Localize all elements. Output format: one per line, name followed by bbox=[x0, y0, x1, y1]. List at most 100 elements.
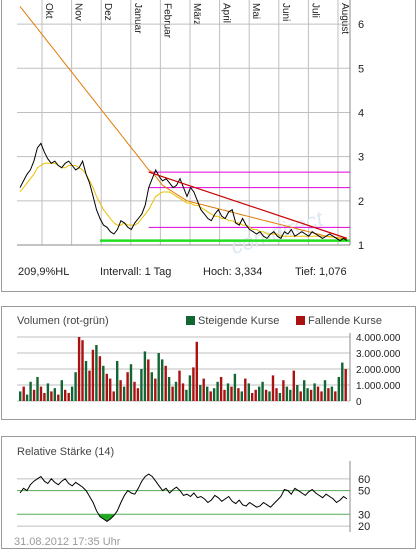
volume-panel: 4.000.000 3.000.000 2.000.000 1.000.000 0 Vo… bbox=[1, 306, 416, 420]
volume-bar bbox=[95, 345, 98, 401]
volume-title: Volumen (rot-grün) bbox=[17, 315, 109, 327]
volume-bar bbox=[154, 378, 157, 401]
volume-bar bbox=[216, 381, 219, 401]
price-tick-label: 5 bbox=[358, 63, 364, 75]
volume-bar bbox=[271, 375, 275, 401]
volume-bar bbox=[285, 386, 289, 401]
volume-bar bbox=[167, 377, 171, 401]
range-stat: 209,9%HL bbox=[18, 266, 70, 278]
volume-bar bbox=[133, 381, 136, 401]
volume-bar bbox=[116, 361, 119, 401]
month-tick-label: Okt bbox=[43, 3, 54, 19]
volume-bar bbox=[119, 380, 122, 401]
volume-bar bbox=[209, 391, 212, 401]
volume-bar bbox=[334, 391, 337, 401]
volume-bar bbox=[247, 383, 250, 401]
rsi-title: Relative Stärke (14) bbox=[17, 446, 115, 458]
price-tick-label: 3 bbox=[358, 152, 364, 164]
volume-bar bbox=[188, 375, 192, 401]
volume-bar bbox=[164, 365, 167, 401]
volume-bar bbox=[129, 364, 133, 401]
volume-bar bbox=[206, 386, 209, 401]
volume-bar bbox=[296, 385, 299, 401]
rsi-tick-label: 30 bbox=[358, 509, 370, 521]
price-tick-label: 4 bbox=[358, 107, 364, 119]
timestamp: 31.08.2012 17:35 Uhr bbox=[14, 536, 121, 548]
volume-bar bbox=[237, 388, 240, 401]
volume-bar bbox=[320, 391, 323, 401]
volume-bar bbox=[112, 391, 115, 401]
volume-bar bbox=[341, 362, 344, 401]
volume-bar bbox=[264, 389, 268, 401]
volume-bar bbox=[181, 383, 185, 401]
volume-bar bbox=[50, 391, 53, 401]
volume-bar bbox=[330, 386, 334, 401]
volume-bar bbox=[60, 380, 63, 401]
volume-bar bbox=[303, 380, 306, 401]
volume-tick-label: 0 bbox=[356, 397, 362, 408]
trend-line bbox=[148, 171, 348, 239]
volume-bar bbox=[32, 389, 36, 401]
volume-bar bbox=[171, 386, 174, 401]
volume-bar bbox=[157, 353, 160, 401]
volume-bar bbox=[258, 386, 261, 401]
month-tick-label: Januar bbox=[132, 3, 143, 34]
month-tick-label: Februar bbox=[161, 3, 172, 39]
price-chart: Okt Nov Dez Januar Februar März April Mai Juni Ju… bbox=[17, 0, 364, 259]
volume-bar bbox=[202, 378, 205, 401]
volume-bar bbox=[292, 370, 295, 401]
rsi-panel: 60 50 30 20 Relative Stärke (14) bbox=[1, 436, 416, 549]
volume-bar bbox=[29, 381, 32, 401]
price-panel: Okt Nov Dez Januar Februar März April Mai Juni Ju… bbox=[1, 0, 416, 292]
volume-bar bbox=[174, 381, 178, 401]
volume-bar bbox=[306, 388, 309, 401]
volume-bar bbox=[344, 369, 347, 401]
volume-bar bbox=[147, 359, 150, 401]
volume-bar bbox=[233, 373, 237, 401]
volume-bar bbox=[282, 380, 285, 401]
volume-bar bbox=[309, 389, 313, 401]
volume-bar bbox=[251, 393, 254, 401]
volume-tick-label: 1.000.000 bbox=[356, 381, 401, 392]
moving-average-long bbox=[19, 6, 348, 240]
volume-bar bbox=[74, 372, 77, 401]
volume-bar bbox=[278, 393, 282, 401]
volume-bar bbox=[195, 341, 198, 401]
rsi-oversold-area bbox=[98, 514, 116, 522]
moving-average-short bbox=[19, 162, 348, 240]
volume-bar bbox=[219, 377, 223, 401]
volume-tick-label: 3.000.000 bbox=[356, 349, 401, 360]
volume-bar bbox=[25, 394, 29, 401]
legend-down-label: Fallende Kurse bbox=[308, 315, 382, 327]
volume-bar bbox=[185, 389, 188, 401]
volume-bar bbox=[289, 389, 292, 401]
volume-bar bbox=[84, 361, 88, 401]
volume-tick-label: 2.000.000 bbox=[356, 365, 401, 376]
price-tick-label: 2 bbox=[358, 196, 364, 208]
volume-bar bbox=[136, 388, 140, 401]
legend-down: Fallende Kurse bbox=[296, 315, 382, 327]
volume-bar bbox=[140, 369, 143, 401]
month-tick-label: März bbox=[191, 3, 202, 25]
volume-bar bbox=[178, 370, 181, 401]
volume-bar bbox=[22, 386, 25, 401]
volume-bar bbox=[268, 391, 271, 401]
volume-bar bbox=[161, 359, 164, 401]
month-tick-label: April bbox=[221, 3, 232, 23]
volume-bar bbox=[313, 383, 316, 401]
month-tick-label: Juli bbox=[309, 3, 320, 18]
volume-bar bbox=[122, 386, 126, 401]
volume-bar bbox=[254, 389, 257, 401]
volume-chart: 4.000.000 3.000.000 2.000.000 1.000.000 0 bbox=[17, 333, 401, 408]
month-tick-label: Nov bbox=[73, 3, 84, 21]
month-tick-label: Juni bbox=[280, 3, 291, 21]
volume-bar bbox=[64, 389, 67, 401]
volume-bar bbox=[244, 378, 247, 401]
volume-bar bbox=[240, 391, 243, 401]
volume-bar bbox=[337, 377, 340, 401]
low-stat: Tief: 1,076 bbox=[295, 266, 347, 278]
legend-up-swatch bbox=[186, 316, 195, 325]
volume-bar bbox=[192, 367, 195, 401]
volume-bar bbox=[19, 391, 22, 401]
